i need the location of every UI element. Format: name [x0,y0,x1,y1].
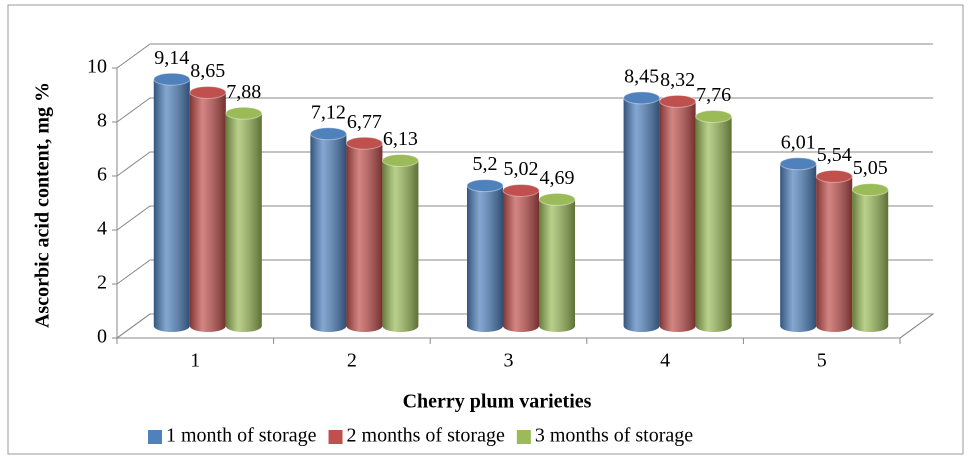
bar [345,136,383,332]
bar-top [189,85,227,99]
value-label: 4,69 [540,167,575,189]
bar-top [225,106,263,120]
bar-shade [539,199,575,332]
bar [851,183,889,332]
bar [309,127,347,332]
value-label: 5,05 [853,157,888,179]
bar-shade [816,176,853,332]
x-tick-label: 4 [660,350,670,372]
bar-top [153,72,191,86]
value-label: 9,14 [154,47,189,69]
x-tick-label: 1 [190,350,200,372]
value-label: 6,01 [781,131,816,153]
bar [695,109,733,332]
bar [623,91,661,332]
bar-shade [695,116,732,332]
bar-shade [852,189,889,332]
bar [502,183,540,332]
bar-top [466,179,504,193]
bar-top [309,127,347,141]
value-label: 7,76 [696,84,731,106]
value-label: 5,54 [817,144,852,166]
value-label: 8,65 [190,60,225,82]
bar-shade [623,97,660,332]
bar-top [502,183,540,197]
bar-shade [346,143,383,332]
bar [225,106,263,332]
bar-top [381,153,419,167]
bar-shade [780,163,817,332]
value-label: 5,2 [473,153,498,175]
legend-label: 2 months of storage [347,425,505,447]
value-label: 7,88 [226,81,261,103]
bar-shade [659,101,696,332]
value-label: 8,45 [624,65,659,87]
bar-shade [225,113,262,332]
bar-top [538,192,576,206]
bar [779,157,817,332]
value-label: 6,77 [347,111,382,133]
y-tick-label: 0 [97,326,107,348]
legend-swatch [516,430,531,444]
value-label: 6,13 [383,128,418,150]
legend-swatch [148,430,162,444]
bar-shade [467,185,503,332]
bar-top [779,157,817,171]
bar-top [345,136,383,150]
legend-label: 3 months of storage [535,425,693,447]
y-axis-title: Ascorbic acid content, mg % [32,82,54,328]
value-label: 8,32 [660,69,695,91]
x-axis-title: Cherry plum varieties [403,391,592,413]
legend-label: 1 month of storage [166,425,317,447]
bar-top [659,94,697,108]
bar-shade [189,92,226,332]
bar [381,153,419,332]
x-tick-label: 3 [504,350,514,372]
bar [538,192,576,332]
y-tick-label: 6 [97,164,107,186]
bar [466,179,504,332]
grid-line [116,43,933,69]
bar [189,85,227,332]
bar-shade [153,79,190,332]
x-tick-label: 5 [817,350,827,372]
bar [153,72,191,332]
value-label: 5,02 [504,158,539,180]
bar-top [695,109,733,123]
bar-top [815,169,853,183]
y-tick-label: 2 [97,272,107,294]
bar-top [851,183,889,197]
bar-top [623,91,661,105]
bar [815,169,853,332]
bar-shade [382,160,419,332]
x-tick-label: 2 [347,350,357,372]
legend-swatch [328,430,343,444]
bar-shade [503,190,539,332]
y-tick-label: 4 [97,218,107,240]
y-tick-label: 8 [97,110,107,132]
value-label: 7,12 [311,101,346,123]
bar [659,94,697,332]
y-tick-label: 10 [87,56,107,78]
bar-shade [310,133,347,332]
